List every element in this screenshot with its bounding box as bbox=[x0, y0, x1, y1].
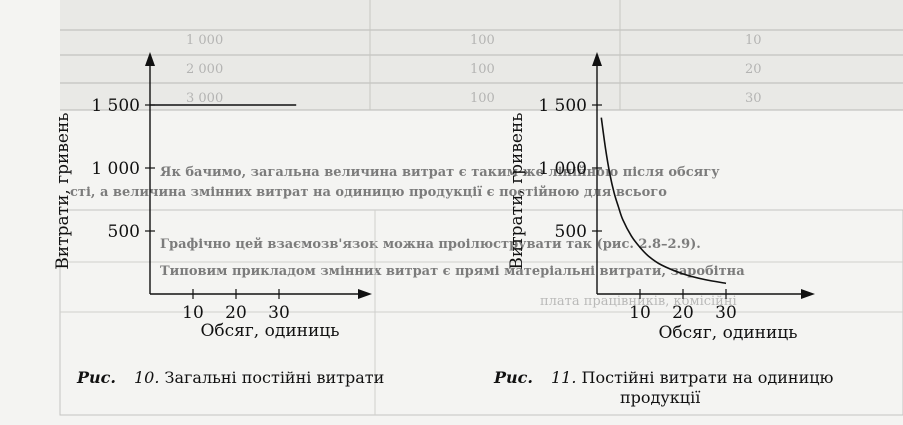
chart0-y-tick-label: 1 000 bbox=[91, 159, 140, 179]
chart0-y-tick-label: 500 bbox=[108, 222, 140, 242]
chart1-x-axis-label: Обсяг, одиниць bbox=[658, 323, 797, 343]
bg-paragraph-line: Графічно цей взаємозв'язок можна проілюс… bbox=[160, 237, 701, 252]
chart0-x-tick-label: 20 bbox=[225, 303, 247, 323]
bg-table-cell: 3 000 bbox=[186, 91, 223, 106]
bg-table-cell: 100 bbox=[470, 62, 495, 77]
chart0-y-axis-label: Витрати, гривень bbox=[53, 112, 73, 269]
chart0-y-axis-arrow bbox=[145, 52, 155, 66]
chart0-x-tick-label: 30 bbox=[268, 303, 290, 323]
figure-caption-11: Рис. 11. Постійні витрати на одиницю прод… bbox=[494, 368, 874, 408]
chart1-y-axis-label: Витрати, гривень bbox=[507, 112, 527, 269]
caption-lead: Рис. bbox=[77, 368, 116, 387]
caption-number: 10. bbox=[133, 368, 160, 387]
bg-table-cell: 100 bbox=[470, 33, 495, 48]
chart1-x-tick-label: 10 bbox=[629, 303, 651, 323]
bg-paragraph-line: сті, а величина змінних витрат на одиниц… bbox=[70, 185, 667, 200]
chart1-y-tick-label: 500 bbox=[555, 222, 587, 242]
chart0-x-tick-label: 10 bbox=[182, 303, 204, 323]
chart1-y-tick-label: 1 000 bbox=[538, 159, 587, 179]
chart0-y-tick-label: 1 500 bbox=[91, 96, 140, 116]
bg-paragraph-line: плата працівників, комісійні bbox=[540, 294, 737, 309]
bg-table-cell: 1 000 bbox=[186, 33, 223, 48]
bg-table-row-label: 30 bbox=[745, 91, 762, 106]
caption-lead: Рис. bbox=[494, 368, 533, 387]
caption-text: Загальні постійні витрати bbox=[164, 368, 385, 387]
chart1-x-axis-arrow bbox=[801, 289, 815, 299]
bg-table-row-label: 20 bbox=[745, 62, 762, 77]
chart1-x-tick-label: 30 bbox=[715, 303, 737, 323]
chart1-x-tick-label: 20 bbox=[672, 303, 694, 323]
chart1-series-line bbox=[600, 117, 727, 285]
caption-text: Постійні витрати на одиницю bbox=[581, 368, 834, 387]
bg-table-cell: 100 bbox=[470, 91, 495, 106]
caption-text-line2: продукції bbox=[620, 388, 701, 407]
bg-paragraph-line: Як бачимо, загальна величина витрат є та… bbox=[160, 165, 720, 180]
bg-table-cell: 2 000 bbox=[186, 62, 223, 77]
chart0-x-axis-label: Обсяг, одиниць bbox=[200, 321, 339, 341]
chart1-y-tick-label: 1 500 bbox=[538, 96, 587, 116]
bg-paragraph-line: Типовим прикладом змінних витрат є прямі… bbox=[160, 264, 745, 279]
bg-table-row-label: 10 bbox=[745, 33, 762, 48]
chart0-x-axis-arrow bbox=[358, 289, 372, 299]
figure-caption-10: Рис. 10. Загальні постійні витрати bbox=[77, 368, 417, 388]
chart1-y-axis-arrow bbox=[592, 52, 602, 66]
caption-number: 11. bbox=[550, 368, 577, 387]
